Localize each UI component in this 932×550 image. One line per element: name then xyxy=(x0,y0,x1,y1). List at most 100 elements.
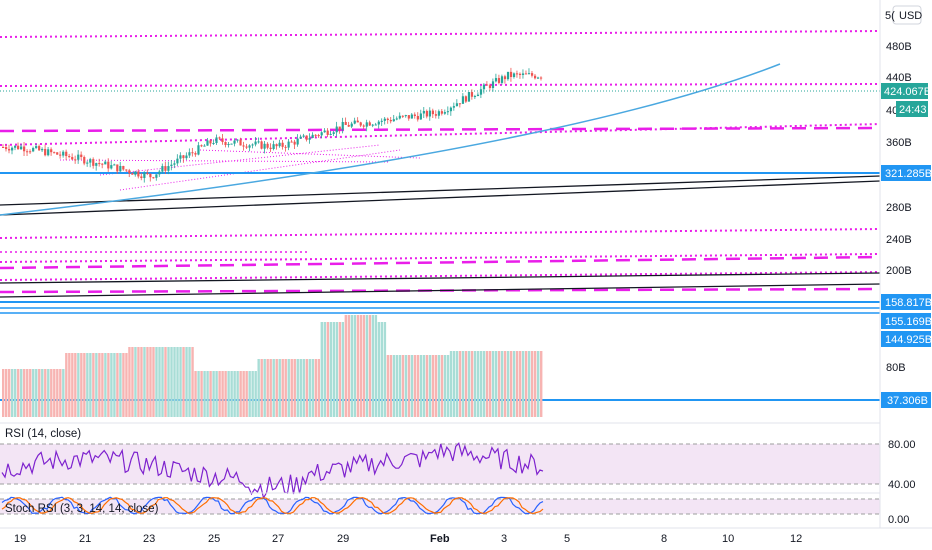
candle-body xyxy=(491,81,495,89)
candle-body xyxy=(41,148,44,151)
candle-body xyxy=(191,152,194,154)
volume-bar xyxy=(209,371,212,417)
volume-bar xyxy=(524,351,528,417)
x-tick: 10 xyxy=(722,533,734,545)
volume-bar xyxy=(503,351,507,417)
magenta-dotted-line xyxy=(0,271,881,281)
time-axis[interactable]: 19 21 23 25 27 29 Feb 3 5 8 10 12 xyxy=(0,527,932,545)
currency-button[interactable] xyxy=(892,5,922,25)
volume-bar xyxy=(329,322,333,417)
candle-body xyxy=(95,163,98,166)
dark-trend-line xyxy=(0,175,881,206)
candle-body xyxy=(431,110,434,115)
candle-body xyxy=(179,155,182,159)
y-tick-440: 440B xyxy=(886,72,912,84)
volume-bar xyxy=(308,359,311,417)
volume-bar xyxy=(353,315,357,417)
candle-body xyxy=(110,165,113,169)
volume-bar xyxy=(230,371,233,417)
candle-body xyxy=(104,161,107,165)
candle-body xyxy=(527,73,531,75)
volume-bar xyxy=(281,359,284,417)
volume-bar xyxy=(53,369,56,417)
candle-body xyxy=(314,134,317,136)
volume-bar xyxy=(173,347,176,417)
candle-body xyxy=(158,171,161,175)
rsi-title: RSI (14, close) xyxy=(5,428,81,440)
volume-bar xyxy=(374,315,378,417)
volume-bar xyxy=(512,351,516,417)
volume-bar xyxy=(92,353,95,417)
volume-bar xyxy=(242,371,245,417)
price-scale[interactable]: USD 5( 480B 440B 400B 360B 280B 240B 200… xyxy=(879,0,932,528)
volume-bar xyxy=(203,371,206,417)
candle-body xyxy=(443,112,447,114)
candle-body xyxy=(161,166,164,172)
volume-bar xyxy=(539,351,543,417)
volume-bar xyxy=(47,369,50,417)
candle-body xyxy=(230,143,233,145)
candle-body xyxy=(347,124,350,127)
candle-body xyxy=(386,118,389,120)
y-tick-240: 240B xyxy=(886,234,912,246)
candle-body xyxy=(209,140,212,144)
candle-body xyxy=(206,140,209,146)
candle-body xyxy=(383,118,386,121)
candle-body xyxy=(53,152,56,154)
candle-body xyxy=(65,151,68,157)
volume-bar xyxy=(263,359,266,417)
candle-body xyxy=(452,106,456,108)
volume-bar xyxy=(425,355,429,417)
rsi-band-fill xyxy=(0,444,880,484)
magenta-thin-fan-line xyxy=(99,144,381,176)
volume-bar xyxy=(131,347,134,417)
volume-bar xyxy=(470,351,474,417)
volume-bar xyxy=(383,322,387,417)
x-tick: Feb xyxy=(430,533,450,545)
level-badge-label: 37.306B xyxy=(887,395,928,407)
candle-body xyxy=(131,173,134,175)
candle-body xyxy=(197,145,200,155)
volume-bar xyxy=(446,355,450,417)
candle-body xyxy=(59,154,62,156)
volume-bar xyxy=(125,353,128,417)
candle-body xyxy=(14,145,17,148)
candle-body xyxy=(260,141,263,149)
volume-bar xyxy=(452,351,456,417)
volume-bar xyxy=(218,371,221,417)
volume-bar xyxy=(293,359,296,417)
volume-bar xyxy=(530,351,534,417)
stoch-rsi-pane[interactable]: Stoch RSI (3, 3, 14, 14, close) xyxy=(0,492,880,515)
volume-bar xyxy=(89,353,92,417)
volume-bar xyxy=(50,369,53,417)
volume-bar xyxy=(266,359,269,417)
volume-bar xyxy=(83,353,86,417)
x-tick: 19 xyxy=(14,533,26,545)
volume-bar xyxy=(59,369,62,417)
volume-bar xyxy=(251,371,254,417)
magenta-dotted-line xyxy=(0,83,881,87)
candle-body xyxy=(254,141,257,145)
volume-bar xyxy=(518,351,522,417)
candle-body xyxy=(302,135,305,137)
volume-bar xyxy=(536,351,540,417)
candle-body xyxy=(293,141,296,145)
candle-body xyxy=(530,73,534,76)
candle-body xyxy=(119,166,122,172)
volume-bar xyxy=(344,315,348,417)
candle-body xyxy=(479,89,483,95)
rsi-pane[interactable]: RSI (14, close) xyxy=(0,422,880,500)
candle-body xyxy=(17,145,20,150)
volume-bar xyxy=(323,322,326,417)
volume-bar xyxy=(275,359,278,417)
candle-body xyxy=(188,152,191,156)
volume-bar xyxy=(95,353,98,417)
rsi-line xyxy=(1,442,544,500)
currency-label[interactable]: USD xyxy=(899,10,922,22)
magenta-thin-fan-line xyxy=(199,149,421,159)
candle-body xyxy=(89,159,92,163)
candle-body xyxy=(26,151,29,153)
price-pane[interactable] xyxy=(0,30,881,417)
candle-body xyxy=(344,121,347,125)
